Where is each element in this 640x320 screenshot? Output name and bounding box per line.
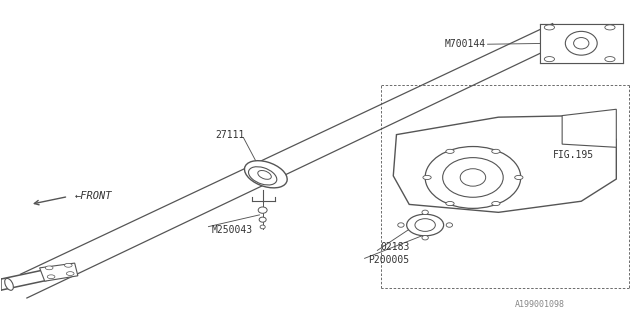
Ellipse shape bbox=[446, 149, 454, 153]
Ellipse shape bbox=[492, 202, 500, 206]
Ellipse shape bbox=[423, 175, 431, 180]
Circle shape bbox=[45, 266, 53, 270]
Circle shape bbox=[605, 57, 615, 62]
Text: M700144: M700144 bbox=[444, 39, 485, 49]
Polygon shape bbox=[394, 116, 616, 212]
Ellipse shape bbox=[4, 278, 13, 290]
Circle shape bbox=[544, 57, 554, 62]
Ellipse shape bbox=[460, 169, 486, 186]
Ellipse shape bbox=[492, 149, 500, 153]
Ellipse shape bbox=[406, 214, 444, 236]
Polygon shape bbox=[40, 263, 78, 281]
Ellipse shape bbox=[248, 167, 277, 185]
Ellipse shape bbox=[573, 37, 589, 49]
Circle shape bbox=[605, 25, 615, 30]
Ellipse shape bbox=[422, 210, 428, 215]
Text: 02183: 02183 bbox=[381, 242, 410, 252]
Circle shape bbox=[67, 272, 74, 276]
Ellipse shape bbox=[565, 31, 597, 55]
Text: M250043: M250043 bbox=[212, 225, 253, 235]
Text: ←FRONT: ←FRONT bbox=[75, 191, 112, 202]
Circle shape bbox=[544, 25, 554, 30]
Text: P200005: P200005 bbox=[368, 255, 409, 265]
Ellipse shape bbox=[415, 219, 435, 231]
Ellipse shape bbox=[258, 171, 271, 179]
Ellipse shape bbox=[446, 223, 452, 227]
Ellipse shape bbox=[515, 175, 523, 180]
Ellipse shape bbox=[259, 217, 266, 222]
Circle shape bbox=[65, 263, 72, 267]
Ellipse shape bbox=[425, 147, 521, 208]
Ellipse shape bbox=[446, 202, 454, 206]
Polygon shape bbox=[540, 24, 623, 63]
Ellipse shape bbox=[422, 236, 428, 240]
Circle shape bbox=[47, 275, 55, 279]
Ellipse shape bbox=[443, 158, 503, 197]
Ellipse shape bbox=[260, 225, 265, 229]
Text: FIG.195: FIG.195 bbox=[552, 150, 594, 160]
Polygon shape bbox=[562, 109, 616, 147]
Text: 27111: 27111 bbox=[215, 130, 244, 140]
Ellipse shape bbox=[397, 223, 404, 227]
Text: A199001098: A199001098 bbox=[515, 300, 565, 309]
Ellipse shape bbox=[244, 161, 287, 188]
Ellipse shape bbox=[258, 207, 267, 213]
